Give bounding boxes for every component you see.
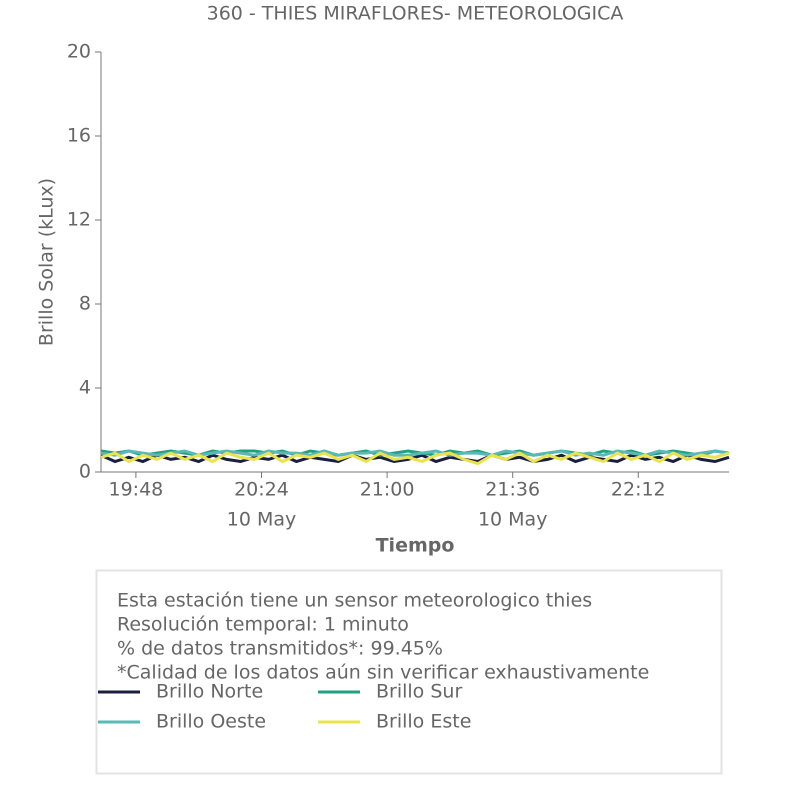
chart-title: 360 - THIES MIRAFLORES- METEOROLOGICA — [207, 3, 624, 25]
x-tick-sublabel: 10 May — [227, 509, 297, 531]
x-tick-label: 22:12 — [611, 479, 666, 501]
x-tick-sublabel: 10 May — [478, 509, 548, 531]
y-tick-label: 0 — [79, 461, 91, 483]
y-tick-label: 8 — [79, 293, 91, 315]
series-line — [100, 451, 730, 466]
x-tick-label: 21:00 — [360, 479, 415, 501]
y-tick-label: 4 — [79, 377, 91, 399]
x-axis-label: Tiempo — [376, 535, 455, 557]
info-line: % de datos transmitidos*: 99.45% — [117, 638, 443, 660]
info-line: Resolución temporal: 1 minuto — [117, 614, 409, 636]
y-tick-label: 16 — [67, 125, 91, 147]
legend-label: Brillo Oeste — [156, 711, 266, 733]
legend-label: Brillo Sur — [376, 681, 462, 703]
info-line: Esta estación tiene un sensor meteorolog… — [117, 590, 592, 612]
x-tick-label: 21:36 — [485, 479, 540, 501]
x-tick-label: 20:24 — [234, 479, 289, 501]
x-tick-label: 19:48 — [109, 479, 164, 501]
legend-label: Brillo Norte — [156, 681, 263, 703]
legend-label: Brillo Este — [376, 711, 471, 733]
info-line: *Calidad de los datos aún sin verificar … — [117, 662, 649, 684]
info-text: Esta estación tiene un sensor meteorolog… — [117, 590, 649, 684]
info-box — [95, 569, 723, 775]
y-axis-label: Brillo Solar (kLux) — [36, 178, 58, 346]
series-line — [100, 449, 730, 457]
y-tick-label: 12 — [67, 209, 91, 231]
y-tick-label: 20 — [67, 41, 91, 63]
